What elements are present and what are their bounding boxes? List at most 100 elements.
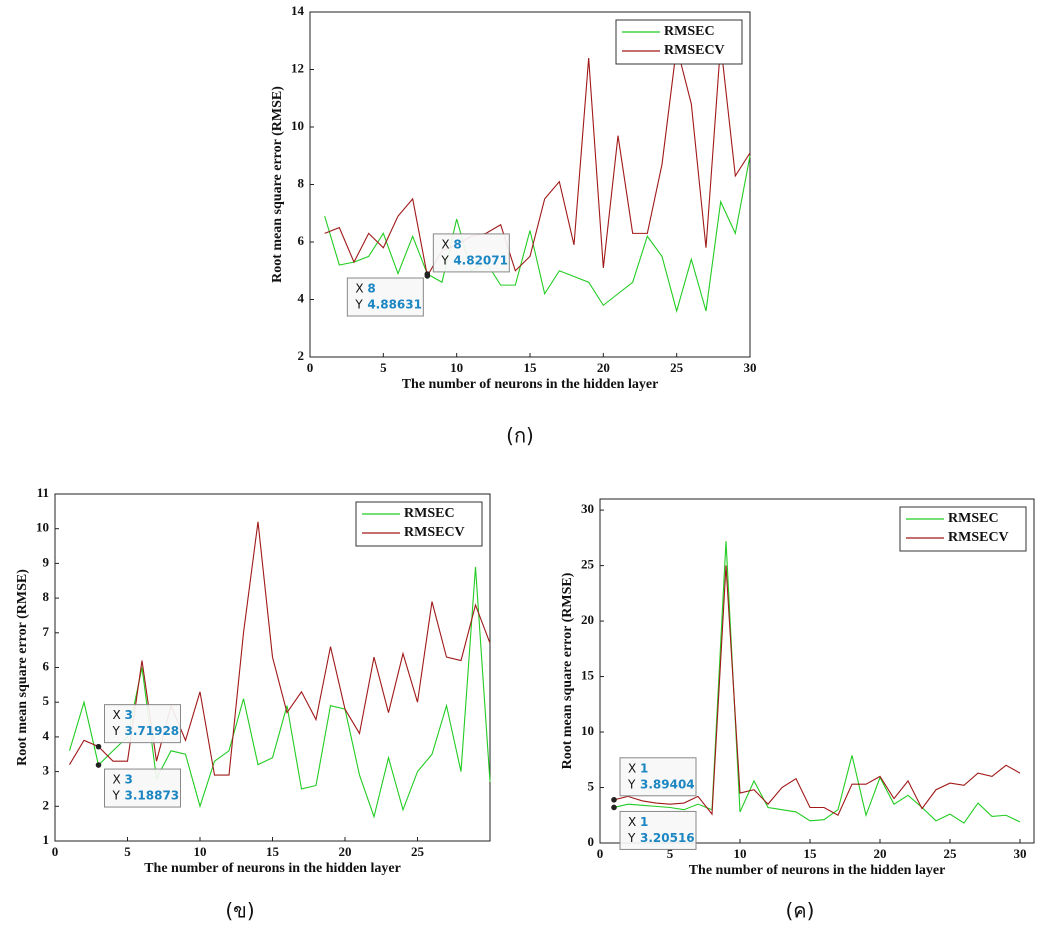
y-tick-label: 10 bbox=[581, 723, 594, 738]
x-tick-label: 0 bbox=[307, 360, 314, 375]
data-tip-y-label: Y bbox=[354, 298, 363, 312]
data-tip-x-label: X bbox=[113, 708, 121, 722]
data-tip-point bbox=[95, 762, 102, 768]
legend-box bbox=[615, 19, 743, 65]
x-tick-label: 20 bbox=[874, 846, 887, 861]
series-line bbox=[69, 521, 491, 776]
y-tick-label: 25 bbox=[581, 557, 595, 572]
data-tip-box bbox=[432, 233, 510, 273]
data-tip-y-value: 4.88631 bbox=[367, 298, 422, 312]
x-axis-label: The number of neurons in the hidden laye… bbox=[689, 863, 946, 878]
y-tick-label: 6 bbox=[43, 658, 50, 673]
data-tip-y-label: Y bbox=[112, 789, 121, 803]
series-line bbox=[324, 43, 751, 278]
y-axis-label: Root mean square error (RMSE) bbox=[560, 572, 575, 769]
data-tip-box bbox=[346, 277, 424, 317]
x-tick-label: 10 bbox=[734, 846, 747, 861]
x-tick-label: 0 bbox=[597, 846, 604, 861]
data-tip-x-label: X bbox=[628, 815, 636, 829]
y-tick-label: 8 bbox=[298, 175, 305, 190]
y-tick-label: 4 bbox=[43, 728, 50, 743]
y-tick-label: 7 bbox=[43, 624, 50, 639]
y-tick-label: 4 bbox=[298, 290, 305, 305]
y-tick-label: 10 bbox=[291, 118, 304, 133]
data-tip-box bbox=[619, 810, 697, 850]
x-tick-label: 20 bbox=[339, 844, 352, 859]
x-tick-label: 30 bbox=[744, 360, 757, 375]
data-tip-x-value: 8 bbox=[367, 282, 375, 296]
x-tick-label: 15 bbox=[804, 846, 818, 861]
x-tick-label: 25 bbox=[670, 360, 684, 375]
data-tip-y-label: Y bbox=[440, 253, 449, 267]
x-tick-label: 25 bbox=[411, 844, 425, 859]
legend-label: RMSEC bbox=[404, 506, 455, 521]
data-tip-x-label: X bbox=[628, 761, 636, 775]
data-tip-x-value: 1 bbox=[640, 761, 648, 775]
data-tip-box bbox=[619, 757, 697, 797]
x-axis-label: The number of neurons in the hidden laye… bbox=[144, 861, 401, 876]
x-tick-label: 30 bbox=[1014, 846, 1027, 861]
y-tick-label: 5 bbox=[588, 779, 595, 794]
data-tip-point bbox=[611, 804, 617, 811]
y-tick-label: 1 bbox=[43, 832, 50, 847]
data-tip-point bbox=[424, 271, 431, 277]
y-tick-label: 0 bbox=[588, 834, 595, 849]
series-line bbox=[324, 155, 751, 314]
series-line bbox=[613, 565, 1021, 817]
data-tip-point bbox=[95, 743, 102, 750]
x-tick-label: 10 bbox=[194, 844, 207, 859]
x-tick-label: 20 bbox=[597, 360, 610, 375]
y-tick-label: 3 bbox=[43, 763, 50, 778]
series-line bbox=[613, 541, 1021, 824]
data-tip-x-label: X bbox=[355, 282, 363, 296]
y-tick-label: 5 bbox=[43, 693, 50, 708]
x-tick-label: 15 bbox=[524, 360, 538, 375]
x-tick-label: 15 bbox=[266, 844, 280, 859]
x-tick-label: 5 bbox=[124, 844, 131, 859]
y-tick-label: 30 bbox=[581, 501, 594, 516]
x-tick-label: 10 bbox=[450, 360, 463, 375]
caption: (ข) bbox=[225, 899, 254, 923]
data-tip-x-value: 3 bbox=[125, 773, 133, 787]
y-tick-label: 8 bbox=[43, 589, 50, 604]
y-axis-label: Root mean square error (RMSE) bbox=[270, 86, 285, 283]
x-axis-label: The number of neurons in the hidden laye… bbox=[402, 377, 659, 392]
y-tick-label: 20 bbox=[581, 612, 594, 627]
legend-label: RMSEC bbox=[664, 24, 715, 39]
y-tick-label: 14 bbox=[291, 3, 305, 18]
data-tip-y-value: 4.82071 bbox=[453, 253, 508, 267]
legend-label: RMSEC bbox=[948, 511, 999, 526]
data-tip-x-value: 8 bbox=[453, 237, 461, 251]
data-tip-y-value: 3.20516 bbox=[640, 831, 695, 845]
y-tick-label: 6 bbox=[298, 233, 305, 248]
data-tip-y-label: Y bbox=[112, 724, 121, 738]
x-tick-label: 0 bbox=[52, 844, 59, 859]
data-tip-x-value: 1 bbox=[640, 815, 648, 829]
legend-label: RMSECV bbox=[404, 525, 465, 540]
plot-area bbox=[599, 498, 1035, 844]
data-tip-point bbox=[611, 796, 617, 803]
legend-label: RMSECV bbox=[948, 530, 1009, 545]
y-tick-label: 12 bbox=[291, 60, 304, 75]
y-tick-label: 11 bbox=[37, 485, 49, 500]
data-tip-box bbox=[104, 768, 181, 808]
y-tick-label: 2 bbox=[298, 348, 305, 363]
legend-box bbox=[899, 506, 1027, 552]
legend-box bbox=[355, 501, 483, 547]
x-tick-label: 5 bbox=[380, 360, 387, 375]
data-tip-x-label: X bbox=[113, 773, 121, 787]
data-tip-y-value: 3.89404 bbox=[640, 777, 695, 791]
data-tip-x-label: X bbox=[441, 237, 449, 251]
legend-label: RMSECV bbox=[664, 43, 725, 58]
data-tip-y-value: 3.71928 bbox=[125, 724, 180, 738]
data-tip-y-label: Y bbox=[627, 831, 636, 845]
data-tip-y-value: 3.18873 bbox=[125, 789, 180, 803]
caption: (ค) bbox=[786, 899, 815, 923]
y-tick-label: 10 bbox=[36, 520, 49, 535]
caption: (ก) bbox=[506, 424, 534, 448]
x-tick-label: 5 bbox=[667, 846, 674, 861]
data-tip-y-label: Y bbox=[627, 777, 636, 791]
y-tick-label: 2 bbox=[43, 797, 50, 812]
y-axis-label: Root mean square error (RMSE) bbox=[15, 569, 30, 766]
